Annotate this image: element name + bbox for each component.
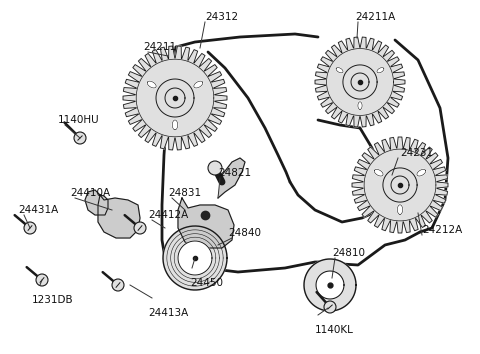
Polygon shape	[343, 65, 377, 99]
Polygon shape	[397, 205, 403, 215]
Text: 1140HU: 1140HU	[58, 115, 100, 125]
Text: 24211: 24211	[143, 42, 176, 52]
Polygon shape	[218, 158, 245, 198]
Polygon shape	[336, 68, 343, 73]
Text: 24410A: 24410A	[70, 188, 110, 198]
Text: 24810: 24810	[332, 248, 365, 258]
Polygon shape	[147, 81, 156, 88]
Circle shape	[36, 274, 48, 286]
Polygon shape	[316, 271, 344, 299]
Text: 24211A: 24211A	[355, 12, 395, 22]
Text: 24312: 24312	[205, 12, 238, 22]
Text: 24840: 24840	[228, 228, 261, 238]
Text: 1231DB: 1231DB	[32, 295, 73, 305]
Polygon shape	[156, 79, 194, 117]
Text: 24231: 24231	[400, 148, 433, 158]
Polygon shape	[136, 59, 214, 137]
Polygon shape	[194, 81, 203, 88]
Polygon shape	[374, 169, 383, 176]
Text: 24831: 24831	[168, 188, 201, 198]
Text: 24212A: 24212A	[422, 225, 462, 235]
Polygon shape	[178, 198, 234, 248]
Polygon shape	[351, 73, 369, 91]
Polygon shape	[383, 168, 417, 202]
Circle shape	[112, 279, 124, 291]
Polygon shape	[352, 137, 448, 233]
Text: 24431A: 24431A	[18, 205, 58, 215]
Polygon shape	[364, 149, 436, 221]
Polygon shape	[123, 46, 227, 150]
Circle shape	[134, 222, 146, 234]
Text: 24413A: 24413A	[148, 308, 188, 318]
Circle shape	[74, 132, 86, 144]
Polygon shape	[98, 195, 140, 238]
Polygon shape	[377, 68, 384, 73]
Text: 1140KL: 1140KL	[315, 325, 354, 335]
Polygon shape	[178, 241, 212, 275]
Polygon shape	[358, 102, 362, 109]
Circle shape	[24, 222, 36, 234]
Circle shape	[208, 161, 222, 175]
Text: 24412A: 24412A	[148, 210, 188, 220]
Polygon shape	[326, 48, 394, 115]
Circle shape	[324, 301, 336, 313]
Polygon shape	[165, 88, 185, 108]
Polygon shape	[304, 259, 356, 311]
Polygon shape	[315, 37, 405, 127]
Polygon shape	[391, 176, 409, 194]
Text: 24821: 24821	[218, 168, 251, 178]
Polygon shape	[85, 190, 108, 215]
Text: 24450: 24450	[190, 278, 223, 288]
Polygon shape	[172, 120, 178, 130]
Polygon shape	[163, 226, 227, 290]
Polygon shape	[417, 169, 426, 176]
